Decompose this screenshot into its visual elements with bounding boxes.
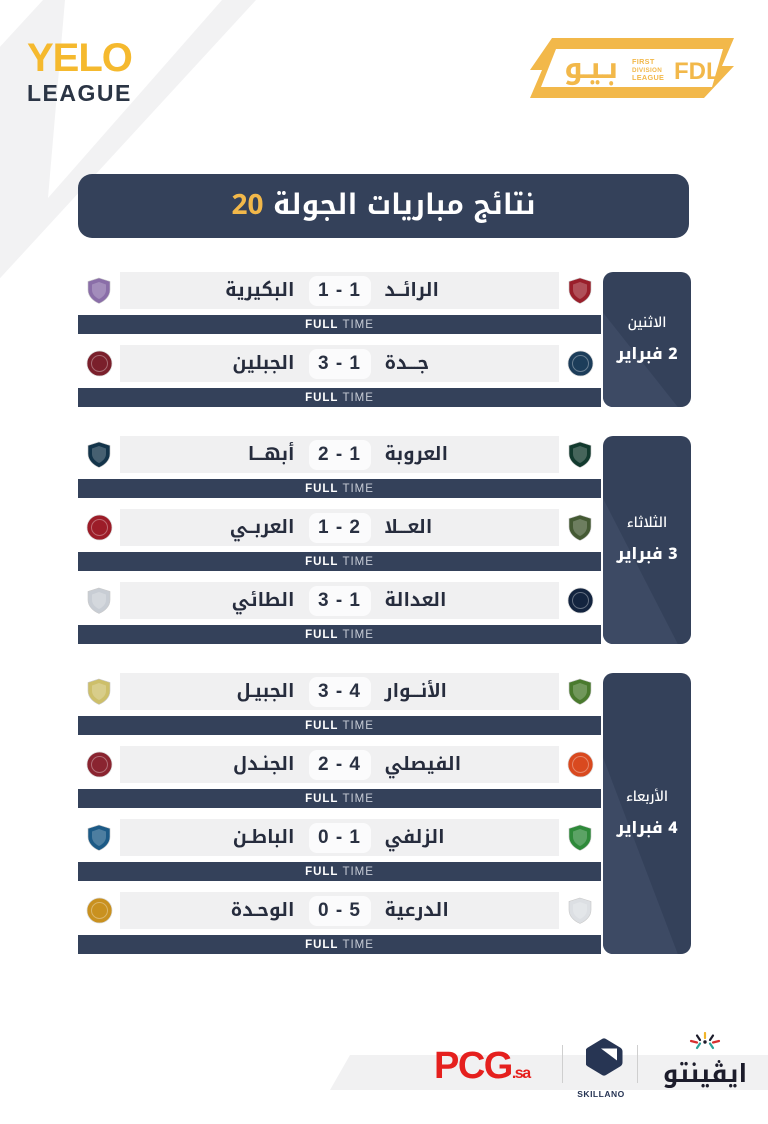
svg-text:LEAGUE: LEAGUE [632, 73, 664, 82]
svg-text:FDL: FDL [674, 58, 721, 85]
svg-text:بـيـو: بـيـو [564, 41, 618, 97]
svg-text:FIRST: FIRST [632, 57, 655, 66]
